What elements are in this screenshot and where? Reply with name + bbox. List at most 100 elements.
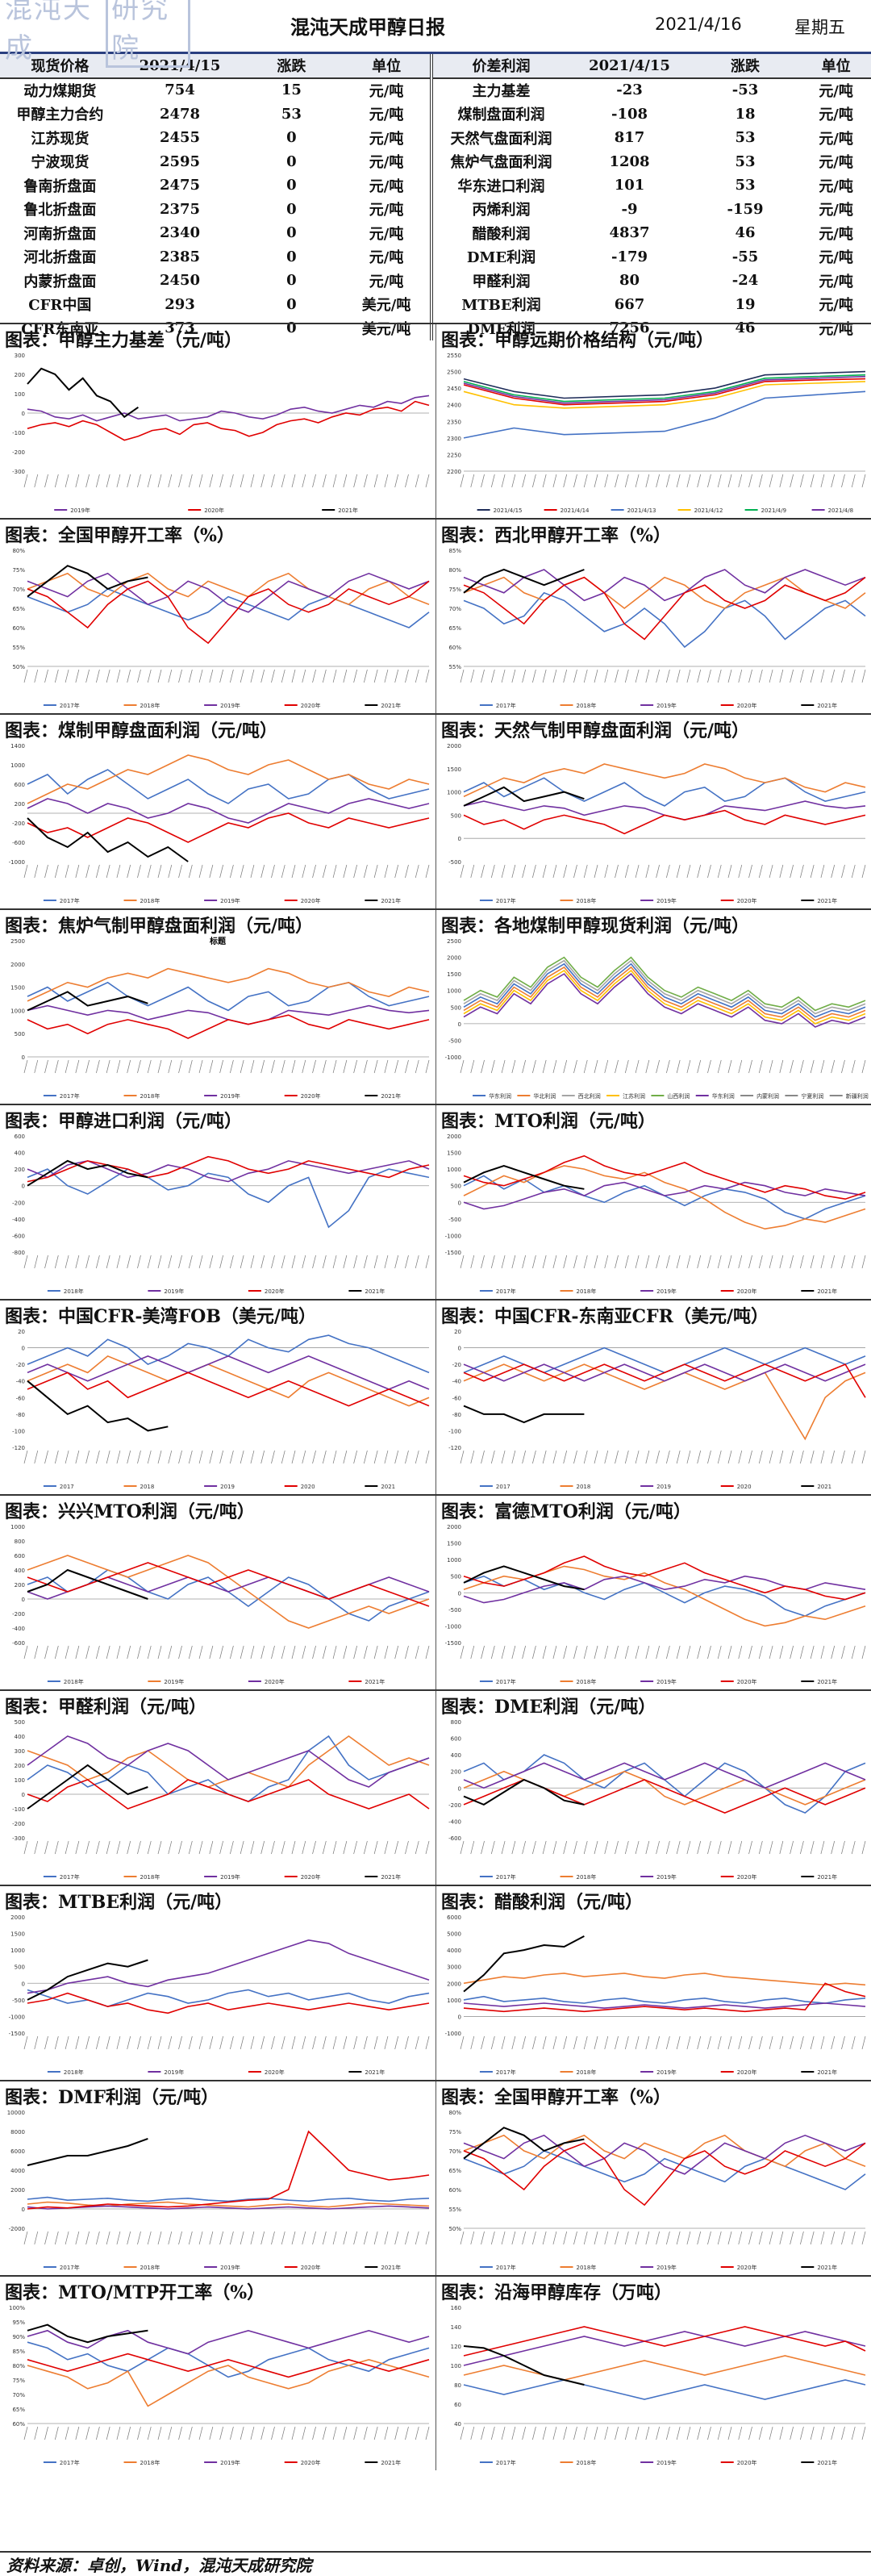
x-tick-mark	[511, 1840, 516, 1855]
x-tick-mark	[373, 2231, 378, 2245]
x-tick-mark	[364, 1450, 368, 1464]
x-tick-mark	[75, 1450, 80, 1464]
x-tick-mark	[157, 1450, 162, 1464]
x-tick-mark	[260, 864, 265, 879]
x-tick-mark	[322, 669, 327, 683]
x-tick-mark	[717, 669, 722, 683]
x-tick-mark	[353, 2426, 357, 2440]
y-tick-label: 2000	[447, 955, 461, 962]
legend-label: 2017年	[496, 702, 516, 709]
x-tick-mark	[686, 474, 691, 488]
chart-title: 图表：MTO利润（元/吨）	[441, 1111, 656, 1132]
x-tick-mark	[260, 2426, 265, 2440]
table-cell: 甲醇主力合约	[0, 102, 120, 127]
chart-title: 图表：天然气制甲醇盘面利润（元/吨）	[441, 720, 750, 741]
x-tick-mark	[188, 1059, 193, 1074]
chart-svg: 300 200 100 0 -100 -200 -300 2019年 2020年 2021年	[12, 353, 430, 514]
series-line	[463, 786, 585, 807]
x-tick-mark	[542, 1255, 547, 1269]
x-tick-mark	[364, 1255, 368, 1269]
x-tick-mark	[800, 864, 804, 879]
y-tick-label: -80	[452, 1412, 461, 1418]
y-tick-label: -120	[448, 1445, 461, 1451]
chart-svg: 2550 2500 2450 2400 2350 2300 2250 2200 2021/4/1…	[447, 353, 866, 514]
y-tick-label: 200	[15, 372, 25, 378]
x-tick-mark	[415, 2035, 419, 2050]
series-line	[27, 798, 430, 824]
table-cell: -159	[689, 197, 802, 222]
x-tick-mark	[405, 2231, 409, 2245]
series-line	[27, 2329, 430, 2355]
x-tick-mark	[415, 2231, 419, 2245]
y-tick-label: -200	[12, 449, 25, 456]
y-tick-label: 75%	[12, 2378, 25, 2384]
y-tick-label: 55%	[12, 645, 25, 651]
legend-label: 2018年	[140, 2459, 160, 2466]
x-tick-mark	[522, 1059, 526, 1074]
table-cell: 46	[689, 221, 802, 245]
x-tick-mark	[851, 669, 856, 683]
y-tick-label: -1000	[445, 1054, 461, 1061]
table-cell: 元/吨	[801, 102, 871, 127]
x-tick-mark	[85, 2426, 90, 2440]
legend-label: 2020年	[737, 2459, 757, 2466]
y-tick-label: -200	[12, 1821, 25, 1827]
x-tick-mark	[65, 1645, 69, 1660]
y-tick-label: 2500	[10, 938, 25, 945]
x-tick-mark	[353, 2035, 357, 2050]
x-tick-mark	[501, 1645, 506, 1660]
x-tick-mark	[481, 1450, 485, 1464]
table-cell: -24	[689, 269, 802, 293]
y-tick-label: 500	[451, 812, 461, 819]
x-tick-mark	[573, 1645, 577, 1660]
x-tick-mark	[563, 864, 568, 879]
chart-panel: 图表：DME利润（元/吨） 800 600 400 200 0 -200 -400 -600 20…	[436, 1691, 871, 1885]
x-tick-mark	[666, 1645, 670, 1660]
x-tick-mark	[198, 1255, 203, 1269]
x-tick-mark	[75, 669, 80, 683]
y-tick-label: 50%	[448, 2226, 461, 2232]
x-tick-mark	[353, 474, 357, 488]
legend-label: 2017年	[496, 1678, 516, 1685]
table-cell: 0	[240, 197, 344, 222]
chart-row: 图表：兴兴MTO利润（元/吨） 1000 800 600 400 200 0 -200 -400…	[0, 1494, 871, 1689]
series-line	[27, 1562, 430, 1607]
table-cell: 2455	[119, 126, 240, 150]
series-line	[463, 800, 866, 821]
x-tick-mark	[230, 2426, 234, 2440]
x-tick-mark	[635, 474, 640, 488]
x-tick-mark	[522, 474, 526, 488]
x-tick-mark	[779, 1450, 784, 1464]
x-tick-mark	[219, 1059, 223, 1074]
x-tick-mark	[271, 864, 275, 879]
x-tick-mark	[717, 2231, 722, 2245]
x-tick-mark	[394, 2426, 399, 2440]
y-tick-label: -2000	[9, 2226, 25, 2232]
y-tick-label: 70%	[12, 2392, 25, 2399]
x-tick-mark	[656, 1840, 660, 1855]
series-line	[27, 1159, 148, 1187]
chart-svg: 600 400 200 0 -200 -400 -600 -800 2018年 2019年 2020…	[12, 1134, 430, 1295]
x-tick-mark	[23, 864, 28, 879]
table-cell: CFR中国	[0, 292, 120, 317]
table-cell: 2478	[119, 102, 240, 127]
x-tick-mark	[106, 1645, 110, 1660]
x-tick-mark	[707, 669, 711, 683]
x-tick-mark	[563, 669, 568, 683]
x-tick-mark	[707, 1450, 711, 1464]
x-tick-mark	[820, 669, 825, 683]
y-tick-label: 20	[454, 1329, 461, 1335]
x-tick-mark	[106, 669, 110, 683]
legend-label: 2017年	[496, 897, 516, 904]
x-tick-mark	[364, 864, 368, 879]
x-tick-mark	[302, 669, 306, 683]
y-tick-label: 0	[22, 1346, 25, 1352]
chart-svg: 500 400 300 200 100 0 -100 -200 -300 2017年 2018年 20…	[12, 1719, 430, 1881]
x-tick-mark	[230, 669, 234, 683]
table-cell: 元/吨	[801, 221, 871, 245]
table-cell: 101	[569, 173, 690, 198]
x-tick-mark	[85, 2231, 90, 2245]
y-tick-label: 90%	[12, 2334, 25, 2340]
x-tick-mark	[820, 1840, 825, 1855]
x-tick-mark	[583, 669, 588, 683]
